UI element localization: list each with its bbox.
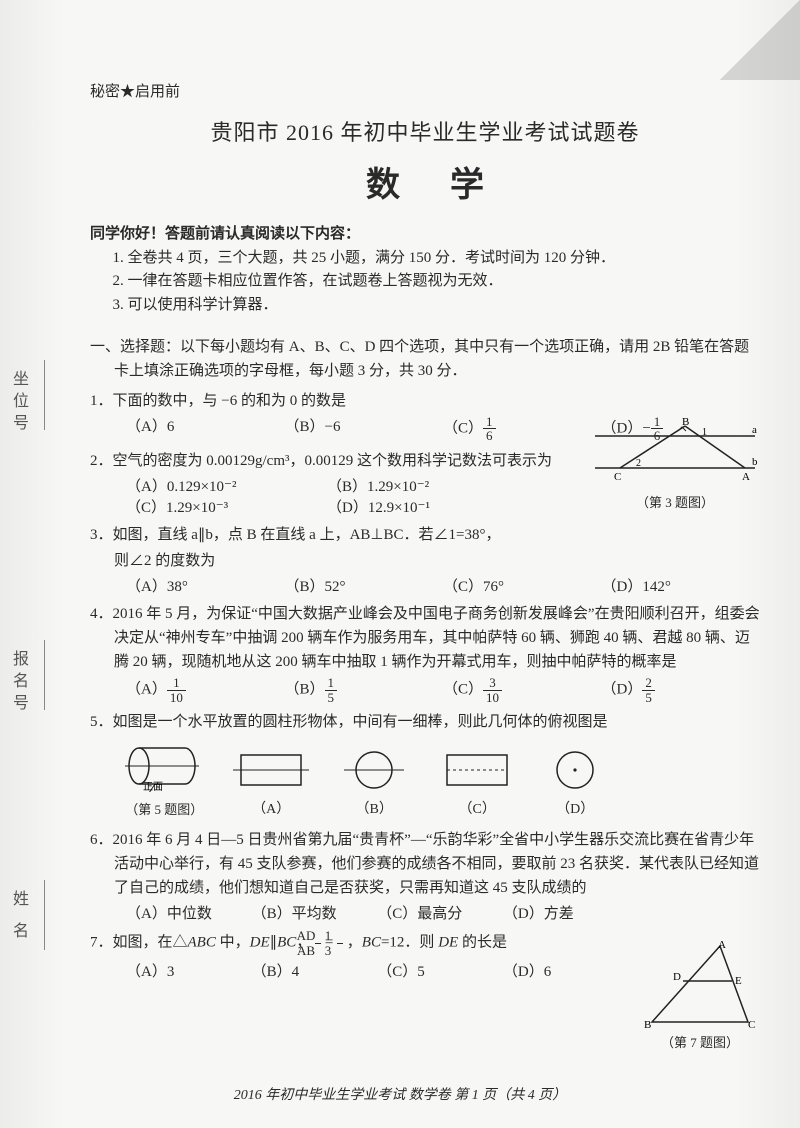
- exam-page: 坐位号 报名号 姓 名 秘密★启用前 贵阳市 2016 年初中毕业生学业考试试题…: [0, 0, 800, 1128]
- opt-b: （B）−6: [285, 415, 444, 443]
- q4-stem: 4．2016 年 5 月，为保证“中国大数据产业峰会及中国电子商务创新发展峰会”…: [90, 602, 760, 674]
- opt-d: （D）6: [503, 960, 629, 981]
- q6-options: （A）中位数 （B）平均数 （C）最高分 （D）方差: [90, 902, 629, 923]
- opt-d: （D）方差: [503, 902, 629, 923]
- q5-figures: 正面 （第 5 题图） （A） （B） （C） （D）: [90, 740, 760, 818]
- svg-text:a: a: [752, 424, 757, 436]
- opt-a: （A）中位数: [126, 902, 252, 923]
- side-line: [44, 360, 45, 430]
- opt-b: （B）平均数: [252, 902, 378, 923]
- opt-d: （D）142°: [602, 575, 761, 596]
- title-line1: 贵阳市 2016 年初中毕业生学业考试试题卷: [90, 115, 760, 147]
- section-head: 一、选择题：以下每小题均有 A、B、C、D 四个选项，其中只有一个选项正确，请用…: [90, 335, 760, 383]
- q3-stem2: 则∠2 的度数为: [90, 549, 760, 573]
- opt-d: （D）25: [602, 676, 761, 704]
- svg-text:D: D: [673, 971, 681, 983]
- q7-diagram: A D E B C （第 7 题图）: [640, 940, 760, 1051]
- q7-options: （A）3 （B）4 （C）5 （D）6: [90, 960, 629, 981]
- q5-stem: 5．如图是一个水平放置的圆柱形物体，中间有一细棒，则此几何体的俯视图是: [90, 710, 760, 734]
- side-line: [44, 640, 45, 710]
- svg-text:B: B: [682, 418, 689, 428]
- q3-stem1: 3．如图，直线 a∥b，点 B 在直线 a 上，AB⊥BC．若∠1=38°，: [90, 523, 570, 547]
- side-line: [44, 880, 45, 950]
- opt-a: （A）3: [126, 960, 252, 981]
- opt-c: （C）5: [377, 960, 503, 981]
- opt-d: （D）12.9×10⁻¹: [327, 496, 528, 517]
- page-content: 秘密★启用前 贵阳市 2016 年初中毕业生学业考试试题卷 数学 同学你好！答题…: [90, 80, 760, 987]
- opt-b: （B）1.29×10⁻²: [327, 475, 528, 496]
- q1-stem: 1．下面的数中，与 −6 的和为 0 的数是: [90, 389, 760, 413]
- opt-c: （C）1.29×10⁻³: [126, 496, 327, 517]
- svg-text:C: C: [614, 471, 621, 483]
- q6-stem: 6．2016 年 6 月 4 日—5 日贵州省第九届“贵青杯”—“乐韵华彩”全省…: [90, 828, 760, 900]
- svg-text:C: C: [748, 1019, 755, 1030]
- q3-diagram: a b B 1 2 C A （第 3 题图）: [590, 418, 760, 511]
- q5-opt-d: （D）: [545, 747, 605, 818]
- corner-fold: [720, 0, 800, 80]
- opt-a: （A）38°: [126, 575, 285, 596]
- opt-c: （C）310: [443, 676, 602, 704]
- instructions-lead: 同学你好！答题前请认真阅读以下内容：: [90, 222, 760, 243]
- instr-item: 3. 可以使用科学计算器．: [131, 294, 761, 317]
- svg-text:1: 1: [702, 427, 707, 438]
- opt-c: （C）76°: [443, 575, 602, 596]
- opt-b: （B）52°: [285, 575, 444, 596]
- side-labels: 坐位号 报名号 姓 名: [6, 0, 46, 1128]
- q3-caption: （第 3 题图）: [590, 492, 760, 511]
- opt-c: （C）最高分: [377, 902, 503, 923]
- title-subject: 数学: [90, 157, 760, 206]
- q5-given: 正面 （第 5 题图）: [125, 740, 203, 818]
- svg-text:B: B: [644, 1019, 651, 1030]
- q2-options: （A）0.129×10⁻² （B）1.29×10⁻² （C）1.29×10⁻³ …: [90, 475, 528, 517]
- opt-b: （B）15: [285, 676, 444, 704]
- instr-item: 2. 一律在答题卡相应位置作答，在试题卷上答题视为无效．: [131, 270, 761, 293]
- page-footer: 2016 年初中毕业生学业考试 数学卷 第 1 页（共 4 页）: [0, 1084, 800, 1104]
- q3-options: （A）38° （B）52° （C）76° （D）142°: [90, 575, 760, 596]
- svg-text:b: b: [752, 456, 758, 468]
- opt-b: （B）4: [252, 960, 378, 981]
- svg-text:2: 2: [636, 458, 641, 469]
- svg-text:正面: 正面: [143, 782, 163, 792]
- side-seat: 坐位号: [6, 370, 30, 436]
- q5-opt-c: （C）: [437, 747, 517, 818]
- secret-line: 秘密★启用前: [90, 80, 760, 101]
- opt-a: （A）110: [126, 676, 285, 704]
- q4-options: （A）110 （B）15 （C）310 （D）25: [90, 676, 760, 704]
- opt-c: （C）16: [443, 415, 602, 443]
- instructions-list: 1. 全卷共 4 页，三个大题，共 25 小题，满分 150 分．考试时间为 1…: [90, 247, 760, 317]
- svg-text:A: A: [742, 471, 750, 483]
- opt-a: （A）0.129×10⁻²: [126, 475, 327, 496]
- svg-text:E: E: [735, 975, 742, 987]
- svg-text:A: A: [718, 940, 726, 951]
- side-name: 姓 名: [6, 890, 30, 944]
- instr-item: 1. 全卷共 4 页，三个大题，共 25 小题，满分 150 分．考试时间为 1…: [131, 247, 761, 270]
- q5-opt-b: （B）: [339, 747, 409, 818]
- side-reg: 报名号: [6, 650, 30, 716]
- q5-opt-a: （A）: [231, 747, 311, 818]
- q7-stem: 7．如图，在△ABC 中，DE∥BC， ADAB = 13 ，BC=12．则 D…: [90, 929, 623, 957]
- opt-a: （A）6: [126, 415, 285, 443]
